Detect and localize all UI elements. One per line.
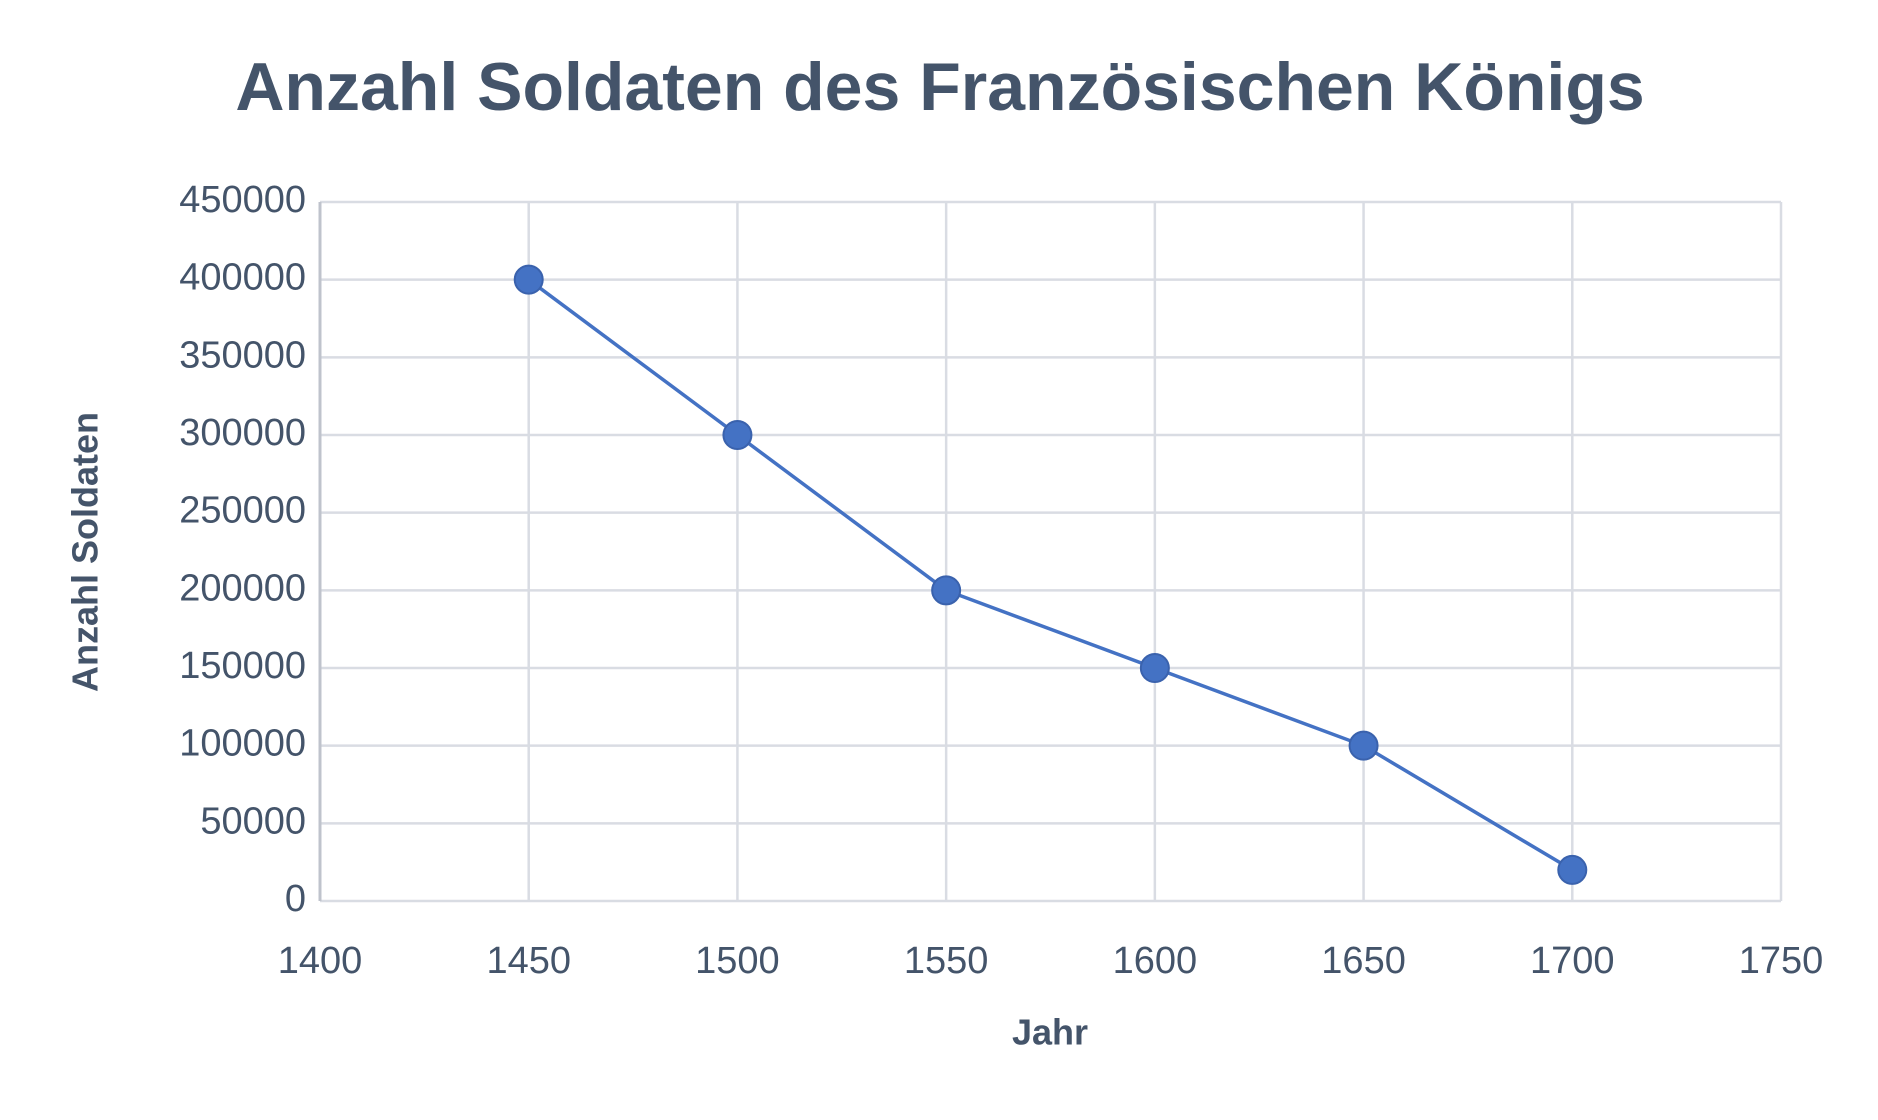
data-point — [722, 420, 753, 450]
x-tick-label: 1500 — [695, 940, 780, 982]
x-tick-label: 1650 — [1321, 940, 1406, 982]
x-tick-label: 1750 — [1739, 940, 1824, 982]
y-axis-title: Anzahl Soldaten — [65, 412, 106, 692]
y-tick-label: 200000 — [179, 567, 306, 609]
y-tick-label: 350000 — [179, 334, 306, 376]
chart-title: Anzahl Soldaten des Französischen Königs — [235, 49, 1644, 125]
y-tick-label: 400000 — [179, 257, 306, 299]
y-tick-label: 250000 — [179, 490, 306, 532]
data-line — [527, 278, 1574, 872]
x-axis-title: Jahr — [1012, 1012, 1088, 1053]
data-point — [513, 264, 544, 295]
y-tick-label: 0 — [285, 878, 306, 920]
y-tick-label: 150000 — [179, 645, 306, 687]
x-tick-label: 1450 — [486, 940, 571, 982]
data-point — [1139, 653, 1170, 683]
y-tick-label: 50000 — [200, 800, 306, 842]
y-tick-label: 300000 — [179, 412, 306, 454]
data-point — [1557, 854, 1588, 885]
data-point — [931, 575, 962, 606]
x-tick-label: 1600 — [1113, 940, 1198, 982]
x-tick-label: 1400 — [278, 940, 363, 982]
y-tick-label: 100000 — [179, 723, 306, 765]
y-tick-label: 450000 — [179, 179, 306, 221]
x-tick-label: 1700 — [1530, 940, 1615, 982]
data-point — [1348, 730, 1379, 761]
x-tick-label: 1550 — [904, 940, 989, 982]
